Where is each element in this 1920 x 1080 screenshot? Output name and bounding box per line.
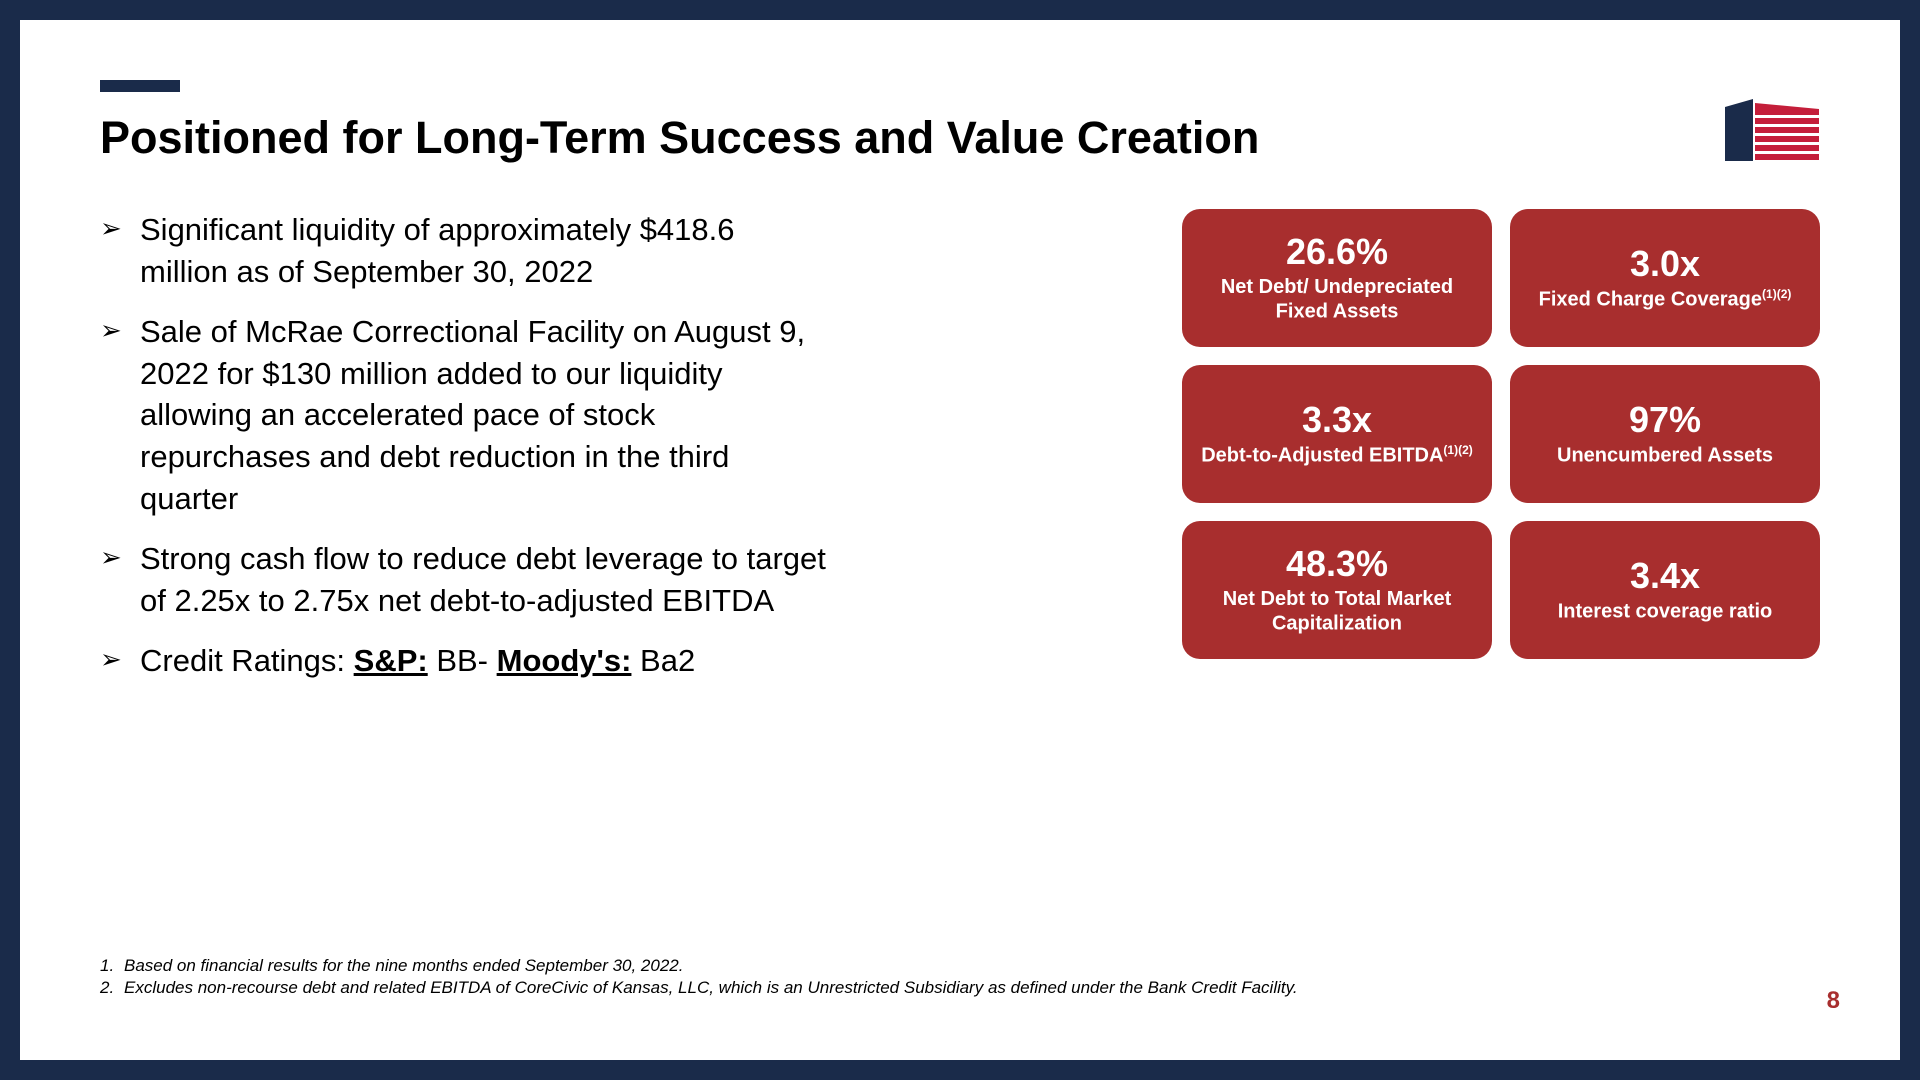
header-row: Positioned for Long-Term Success and Val… bbox=[100, 112, 1820, 204]
moodys-value: Ba2 bbox=[631, 643, 695, 678]
metric-value: 3.4x bbox=[1630, 556, 1700, 596]
footnote-item: Based on financial results for the nine … bbox=[100, 956, 1298, 976]
metric-card-debt-to-ebitda: 3.3x Debt-to-Adjusted EBITDA(1)(2) bbox=[1182, 365, 1492, 503]
slide-title: Positioned for Long-Term Success and Val… bbox=[100, 112, 1259, 164]
bullet-item: Sale of McRae Correctional Facility on A… bbox=[100, 311, 830, 520]
footnotes: Based on financial results for the nine … bbox=[100, 956, 1298, 1000]
accent-bar bbox=[100, 80, 180, 92]
metric-label: Net Debt/ Undepreciated Fixed Assets bbox=[1200, 275, 1474, 324]
metric-card-unencumbered-assets: 97% Unencumbered Assets bbox=[1510, 365, 1820, 503]
metric-value: 3.3x bbox=[1302, 400, 1372, 440]
metric-label: Net Debt to Total Market Capitalization bbox=[1200, 587, 1474, 636]
sp-value: BB- bbox=[428, 643, 497, 678]
slide-container: Positioned for Long-Term Success and Val… bbox=[20, 20, 1900, 1060]
bullet-item-credit: Credit Ratings: S&P: BB- Moody's: Ba2 bbox=[100, 640, 830, 682]
metric-value: 26.6% bbox=[1286, 232, 1388, 272]
metric-card-net-debt-market-cap: 48.3% Net Debt to Total Market Capitaliz… bbox=[1182, 521, 1492, 659]
sp-label: S&P: bbox=[354, 643, 428, 678]
metric-card-interest-coverage: 3.4x Interest coverage ratio bbox=[1510, 521, 1820, 659]
content-area: Significant liquidity of approximately $… bbox=[100, 209, 1820, 699]
metric-label: Interest coverage ratio bbox=[1558, 599, 1773, 624]
metric-label: Unencumbered Assets bbox=[1557, 443, 1773, 468]
metric-card-net-debt-fixed-assets: 26.6% Net Debt/ Undepreciated Fixed Asse… bbox=[1182, 209, 1492, 347]
metric-value: 3.0x bbox=[1630, 244, 1700, 284]
credit-prefix: Credit Ratings: bbox=[140, 643, 354, 678]
metric-label: Debt-to-Adjusted EBITDA(1)(2) bbox=[1201, 443, 1473, 468]
metrics-grid: 26.6% Net Debt/ Undepreciated Fixed Asse… bbox=[1182, 209, 1820, 699]
bullet-item: Significant liquidity of approximately $… bbox=[100, 209, 830, 293]
company-logo bbox=[1725, 95, 1820, 165]
metric-value: 97% bbox=[1629, 400, 1701, 440]
left-column: Significant liquidity of approximately $… bbox=[100, 209, 830, 699]
moodys-label: Moody's: bbox=[497, 643, 632, 678]
metric-value: 48.3% bbox=[1286, 544, 1388, 584]
bullet-list: Significant liquidity of approximately $… bbox=[100, 209, 830, 681]
bullet-item: Strong cash flow to reduce debt leverage… bbox=[100, 538, 830, 622]
metric-card-fixed-charge-coverage: 3.0x Fixed Charge Coverage(1)(2) bbox=[1510, 209, 1820, 347]
metric-label: Fixed Charge Coverage(1)(2) bbox=[1539, 287, 1792, 312]
page-number: 8 bbox=[1827, 987, 1840, 1015]
footnote-item: Excludes non-recourse debt and related E… bbox=[100, 978, 1298, 998]
